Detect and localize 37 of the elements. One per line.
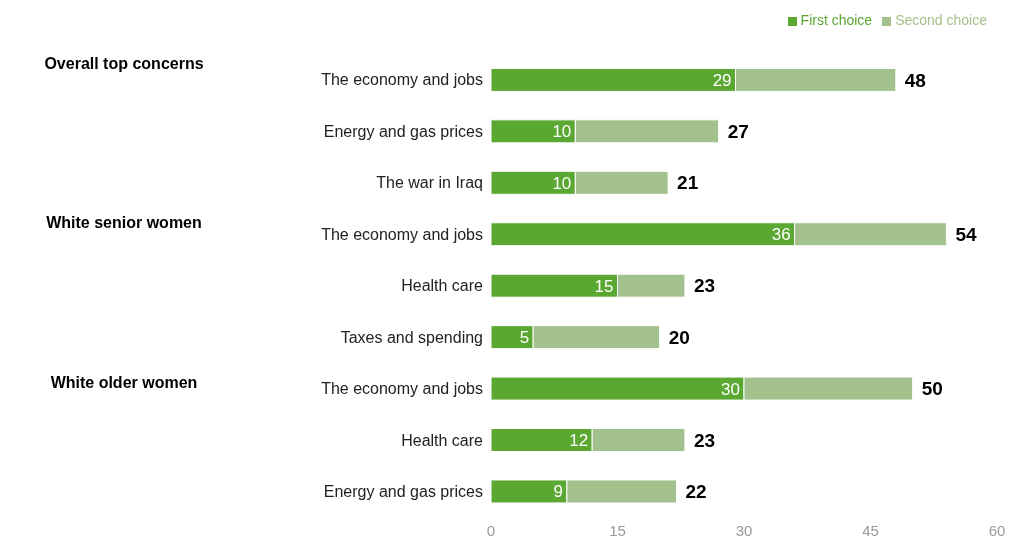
total-label: 27 (727, 121, 749, 142)
legend-label: First choice (800, 12, 873, 28)
x-tick-label: 30 (735, 521, 753, 539)
legend-label: Second choice (895, 12, 987, 28)
total-label: 54 (955, 223, 977, 245)
y-tick-label: Health care (401, 431, 484, 449)
data-label: 5 (519, 328, 530, 348)
y-tick-label: Taxes and spending (340, 328, 483, 346)
total-label: 48 (904, 69, 926, 91)
y-tick-label: The economy and jobs (321, 225, 483, 243)
x-tick-label: 0 (486, 521, 496, 539)
y-tick-label: Energy and gas prices (323, 482, 483, 500)
text: Overall top concerns (43, 54, 205, 73)
y-tick-label: The economy and jobs (321, 380, 483, 398)
data-label: 12 (569, 430, 589, 450)
x-tick-label: 60 (988, 521, 1006, 539)
total-label: 21 (677, 172, 699, 194)
y-tick-label: Energy and gas prices (323, 122, 483, 140)
total-label: 50 (921, 378, 943, 400)
y-tick-label: The war in Iraq (376, 174, 483, 192)
y-tick-label: Health care (401, 277, 484, 295)
text: White older women (49, 373, 199, 392)
total-label: 22 (685, 481, 707, 503)
data-label: 36 (771, 225, 791, 245)
x-tick-label: 45 (862, 521, 879, 539)
text: White senior women (45, 214, 203, 233)
data-label: 30 (721, 379, 740, 399)
total-label: 20 (668, 326, 690, 348)
data-label: 9 (553, 482, 563, 502)
y-tick-label: The economy and jobs (321, 71, 483, 89)
data-label: 10 (552, 173, 572, 193)
data-label: 29 (712, 70, 732, 90)
data-label: 10 (552, 122, 572, 142)
data-label: 15 (594, 276, 614, 296)
x-tick-label: 15 (609, 521, 626, 539)
total-label: 23 (693, 429, 716, 451)
total-label: 23 (693, 275, 716, 297)
